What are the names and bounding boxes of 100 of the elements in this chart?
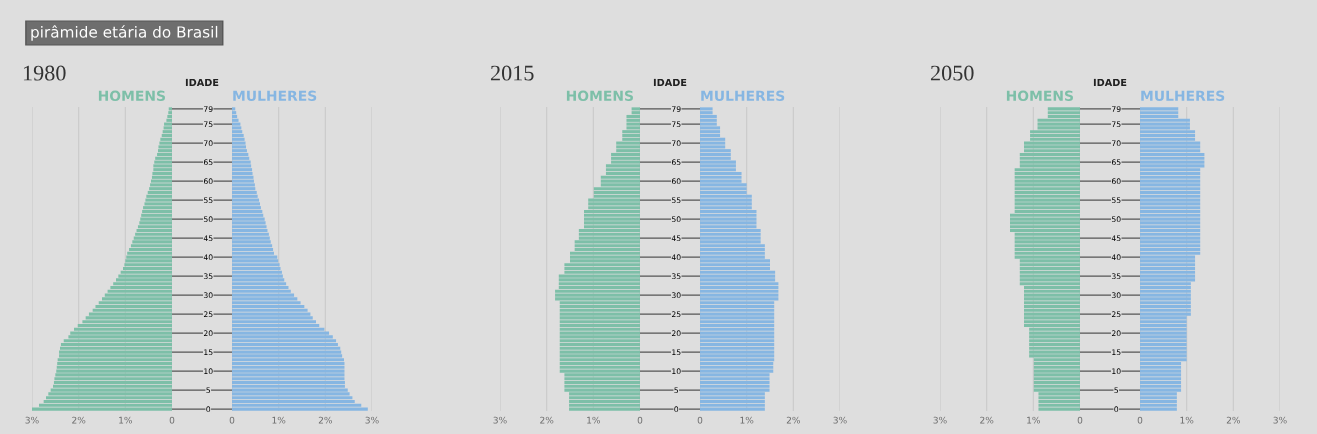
bar (1024, 285, 1080, 290)
bar (1140, 373, 1182, 377)
bar (1140, 244, 1201, 248)
x-tick-label: 1% (740, 416, 754, 424)
bar (700, 335, 775, 339)
bar (1140, 380, 1182, 385)
bar (700, 323, 775, 328)
bar (700, 164, 736, 168)
bar (232, 183, 255, 187)
bar (95, 304, 172, 309)
bar (116, 278, 172, 282)
bar (232, 225, 267, 229)
bar (232, 331, 330, 335)
bar (700, 403, 765, 407)
bar (1010, 213, 1080, 217)
bar (700, 137, 726, 141)
bar (232, 160, 251, 164)
bar (700, 380, 770, 385)
bar (1140, 342, 1187, 347)
bar (135, 232, 172, 236)
bar (559, 331, 640, 335)
bar (1140, 308, 1191, 312)
bar (1140, 130, 1196, 134)
bar (1140, 403, 1177, 407)
bar (1010, 221, 1080, 225)
bar (232, 259, 279, 263)
x-tick-label: 0 (169, 416, 175, 424)
bar (232, 232, 269, 236)
bar (53, 384, 172, 388)
bar (700, 149, 731, 153)
bar (605, 164, 640, 168)
bar (232, 274, 283, 278)
bar (1140, 213, 1201, 217)
bar (1033, 380, 1080, 385)
bar (232, 293, 295, 297)
bar (564, 380, 640, 385)
bar (1140, 266, 1196, 271)
bar (1140, 247, 1201, 252)
bar (1033, 361, 1080, 366)
bar (232, 247, 274, 252)
bar (59, 350, 172, 354)
bar (1140, 259, 1196, 263)
bar (232, 130, 243, 134)
bar (1010, 217, 1080, 221)
bar (1014, 187, 1080, 191)
bar (578, 232, 640, 236)
bar (140, 217, 172, 221)
bar (232, 308, 308, 312)
bar (57, 358, 172, 362)
bar (1140, 198, 1201, 202)
bar (232, 270, 282, 274)
bar (593, 190, 640, 195)
bar (1014, 168, 1080, 172)
bar (1019, 259, 1080, 263)
bar (570, 255, 640, 259)
bar (1014, 190, 1080, 195)
bar (150, 183, 172, 187)
bar (1140, 179, 1201, 183)
bar (700, 399, 765, 404)
bar (1140, 365, 1182, 369)
x-tick-label: 2% (980, 416, 994, 424)
bar (1014, 247, 1080, 252)
bar (1140, 251, 1201, 255)
bar (232, 168, 253, 172)
bar (559, 365, 640, 369)
bar (700, 152, 731, 157)
bar (1140, 327, 1187, 331)
bar (700, 373, 770, 377)
bar (162, 130, 172, 134)
bar (700, 361, 774, 366)
bar (232, 156, 250, 160)
bar (559, 339, 640, 343)
bar (605, 168, 640, 172)
bar (700, 297, 779, 301)
bar (163, 126, 172, 130)
bar (161, 133, 172, 138)
bar (569, 407, 640, 411)
bar (1140, 399, 1177, 404)
bar (700, 304, 775, 309)
bar (700, 228, 761, 233)
bar (147, 190, 172, 195)
bar (232, 373, 345, 377)
bar (46, 396, 172, 400)
bar (1140, 137, 1196, 141)
bar (700, 369, 774, 373)
x-tick-label: 2% (540, 416, 554, 424)
bar (578, 236, 640, 240)
bar (700, 282, 779, 286)
bar (564, 263, 640, 267)
bar (559, 327, 640, 331)
bar (700, 183, 747, 187)
bar (700, 293, 779, 297)
bar (1140, 377, 1182, 381)
bar (1140, 145, 1201, 149)
bar (559, 342, 640, 347)
bar (232, 244, 273, 248)
bar (700, 312, 775, 316)
bar (167, 114, 172, 119)
bar (616, 141, 640, 145)
bar (1014, 206, 1080, 210)
